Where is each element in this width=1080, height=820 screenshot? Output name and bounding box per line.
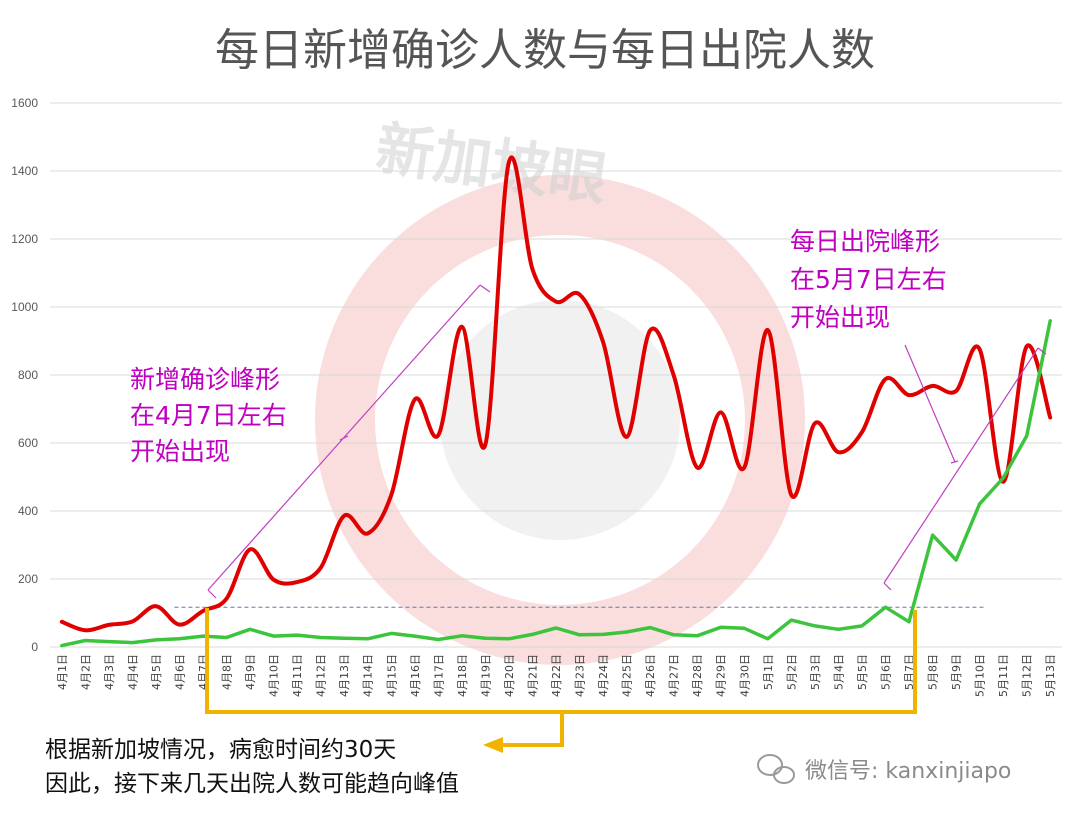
footer-line-2: 因此，接下来几天出院人数可能趋向峰值 [45, 771, 459, 797]
series-lines [59, 155, 1053, 648]
x-tick-label: 4月27日 [668, 654, 681, 697]
x-tick-label: 4月9日 [244, 654, 257, 690]
x-tick-label: 4月16日 [409, 654, 422, 697]
y-tick-label: 600 [18, 436, 38, 450]
x-tick-label: 4月10日 [268, 654, 281, 697]
x-tick-label: 4月19日 [479, 654, 492, 697]
watermark-ring [315, 175, 805, 665]
discharge-peak-annotation: 每日出院峰形 在5月7日左右 开始出现 [790, 227, 947, 332]
x-tick-label: 4月30日 [738, 654, 751, 697]
x-tick-label: 4月8日 [221, 654, 234, 690]
x-tick-label: 4月22日 [550, 654, 563, 697]
discharge-peak-line-2: 在5月7日左右 [790, 265, 947, 294]
x-tick-label: 4月14日 [362, 654, 375, 697]
x-tick-label: 4月26日 [644, 654, 657, 697]
x-tick-label: 4月5日 [150, 654, 163, 690]
x-tick-label: 4月15日 [385, 654, 398, 697]
x-tick-label: 5月3日 [809, 654, 822, 690]
x-tick-label: 4月21日 [526, 654, 539, 697]
discharge-peak-line-1: 每日出院峰形 [790, 227, 940, 256]
confirmed-peak-line-3: 开始出现 [130, 437, 230, 466]
x-tick-label: 5月11日 [997, 654, 1010, 697]
x-tick-label: 5月1日 [762, 654, 775, 690]
x-tick-label: 4月20日 [503, 654, 516, 697]
x-tick-label: 5月4日 [832, 654, 845, 690]
wechat-credit: 微信号: kanxinjiapo [757, 754, 1011, 784]
y-tick-label: 800 [18, 368, 38, 382]
x-tick-label: 5月12日 [1021, 654, 1034, 697]
y-tick-label: 1000 [11, 300, 38, 314]
x-tick-label: 5月8日 [927, 654, 940, 690]
wechat-icon [757, 754, 795, 784]
y-axis: 0 200 400 600 800 1000 1200 1400 1600 [11, 96, 38, 654]
chart-title: 每日新增确诊人数与每日出院人数 [215, 25, 875, 76]
x-tick-label: 4月28日 [691, 654, 704, 697]
confirmed-peak-line-1: 新增确诊峰形 [130, 365, 280, 394]
arrow-head-icon [483, 737, 503, 753]
x-tick-label: 4月13日 [338, 654, 351, 697]
thirty-day-bracket [205, 608, 917, 747]
x-tick-label: 4月4日 [126, 654, 139, 690]
discharge-peak-line-3: 开始出现 [790, 303, 890, 332]
x-tick-label: 5月7日 [903, 654, 916, 690]
x-tick-label: 4月2日 [79, 654, 92, 690]
wechat-id: 微信号: kanxinjiapo [805, 759, 1011, 784]
x-tick-label: 4月3日 [103, 654, 116, 690]
y-tick-label: 200 [18, 572, 38, 586]
x-tick-label: 5月6日 [879, 654, 892, 690]
bracket-stem [500, 712, 564, 747]
x-tick-label: 4月6日 [173, 654, 186, 690]
x-axis: 4月1日 4月2日 4月3日 4月4日 4月5日 4月6日 4月7日 4月8日 4月9日 4月10… [56, 654, 1057, 697]
x-tick-label: 5月2日 [785, 654, 798, 690]
x-tick-label: 5月5日 [856, 654, 869, 690]
y-tick-label: 1600 [11, 96, 38, 110]
gridlines [50, 102, 1062, 648]
y-tick-label: 1400 [11, 164, 38, 178]
x-tick-label: 4月17日 [432, 654, 445, 697]
x-tick-label: 4月1日 [56, 654, 69, 690]
footer-line-1: 根据新加坡情况，病愈时间约30天 [45, 737, 396, 763]
confirmed-peak-bracket [207, 284, 491, 599]
x-tick-label: 4月23日 [574, 654, 587, 697]
y-tick-label: 0 [31, 640, 38, 654]
x-tick-label: 4月12日 [315, 654, 328, 697]
y-tick-label: 400 [18, 504, 38, 518]
x-tick-label: 5月9日 [950, 654, 963, 690]
confirmed-peak-annotation: 新增确诊峰形 在4月7日左右 开始出现 [130, 365, 287, 466]
x-tick-label: 4月11日 [291, 654, 304, 697]
y-tick-label: 1200 [11, 232, 38, 246]
x-tick-label: 4月25日 [621, 654, 634, 697]
x-tick-label: 4月24日 [597, 654, 610, 697]
x-tick-label: 5月10日 [974, 654, 987, 697]
watermark-disc [440, 300, 680, 540]
x-tick-label: 4月18日 [456, 654, 469, 697]
confirmed-peak-line-2: 在4月7日左右 [130, 401, 287, 430]
x-tick-label: 4月29日 [715, 654, 728, 697]
discharge-peak-bracket [883, 344, 1047, 591]
x-tick-label: 5月13日 [1044, 654, 1057, 697]
